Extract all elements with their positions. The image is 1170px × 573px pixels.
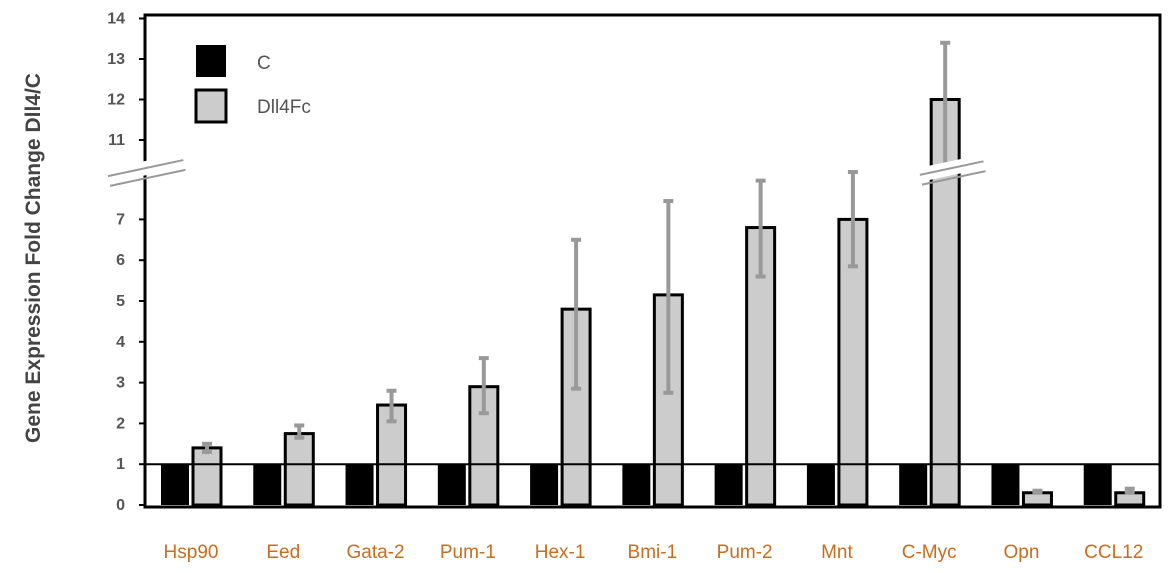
axis-break-marks bbox=[106, 153, 986, 187]
legend-label-c: C bbox=[257, 53, 271, 74]
legend-label-dll4fc: Dll4Fc bbox=[257, 97, 311, 118]
y-tick-label: 6 bbox=[116, 252, 125, 269]
category-label: Mnt bbox=[821, 542, 853, 563]
y-tick-label: 12 bbox=[107, 92, 125, 109]
bar-c bbox=[437, 464, 466, 505]
bar-c bbox=[899, 464, 928, 505]
bar-c bbox=[991, 464, 1020, 505]
y-tick-label: 3 bbox=[116, 375, 125, 392]
category-labels: Hsp90 Eed Gata-2 Pum-1 Hex-1 Bmi-1 Pum-2 Mnt C-M… bbox=[164, 542, 1144, 563]
y-tick-label: 14 bbox=[107, 11, 125, 28]
bar-dll4fc bbox=[283, 432, 315, 507]
y-tick-label: 4 bbox=[116, 334, 125, 351]
y-tick-label: 11 bbox=[108, 132, 125, 149]
bar-c bbox=[806, 464, 835, 505]
y-tick-label: 2 bbox=[116, 415, 125, 432]
axis-break-line bbox=[919, 160, 984, 176]
category-label: Pum-2 bbox=[717, 542, 773, 563]
y-axis-label: Gene Expression Fold Change Dll4/C bbox=[22, 73, 45, 443]
category-label: CCL12 bbox=[1084, 542, 1143, 563]
category-label: Eed bbox=[266, 542, 300, 563]
bar-c bbox=[714, 464, 743, 505]
category-label: Gata-2 bbox=[346, 542, 404, 563]
bar-c bbox=[161, 464, 189, 505]
axis-break-line bbox=[109, 168, 186, 187]
y-tick-label: 0 bbox=[116, 497, 125, 514]
y-tick-label: 1 bbox=[116, 456, 125, 473]
bar-c bbox=[253, 464, 282, 505]
axis-break-line bbox=[921, 170, 986, 186]
plot-frame bbox=[143, 13, 1162, 509]
bar-c bbox=[622, 464, 651, 505]
y-tick-label: 7 bbox=[116, 211, 125, 228]
y-tick-label: 5 bbox=[116, 293, 125, 310]
bar-c bbox=[530, 464, 559, 505]
bar-c bbox=[345, 464, 374, 505]
legend-swatch-dll4fc bbox=[194, 88, 228, 124]
y-tick-label: 13 bbox=[107, 51, 125, 68]
category-label: C-Myc bbox=[902, 542, 957, 563]
category-label: Hex-1 bbox=[535, 542, 586, 563]
bar-dll4fc bbox=[837, 217, 869, 507]
bars-group bbox=[145, 40, 1160, 507]
legend: C Dll4Fc bbox=[194, 45, 311, 124]
category-label: Bmi-1 bbox=[628, 542, 678, 563]
legend-swatch-c bbox=[196, 45, 226, 77]
bar-c bbox=[1083, 464, 1112, 505]
axis-break-line bbox=[107, 159, 184, 178]
category-label: Pum-1 bbox=[440, 542, 496, 563]
category-label: Hsp90 bbox=[164, 542, 219, 563]
bar-dll4fc bbox=[191, 446, 223, 507]
category-label: Opn bbox=[1003, 542, 1039, 563]
